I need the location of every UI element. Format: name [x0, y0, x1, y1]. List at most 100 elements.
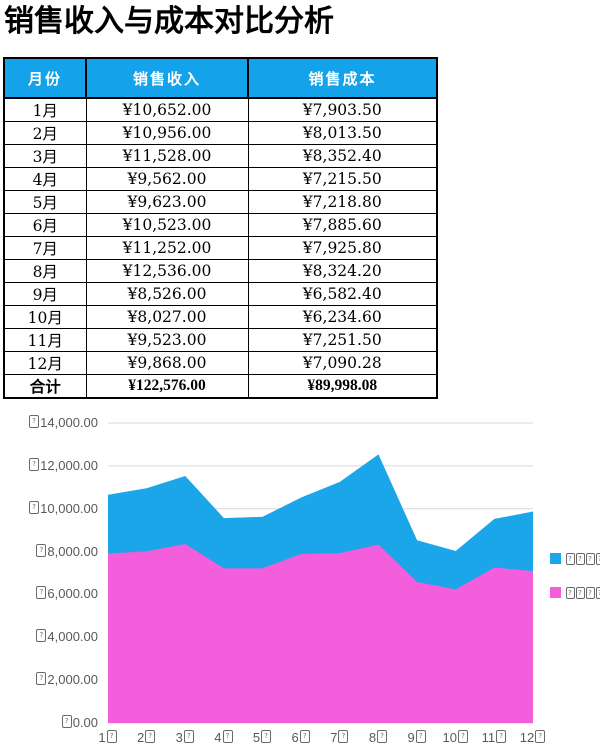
- table-row: 10月 ¥8,027.00 ¥6,234.60: [3, 305, 438, 329]
- missing-glyph-box: [377, 730, 388, 743]
- missing-glyph-box: [595, 586, 600, 599]
- missing-glyph-box: [535, 730, 546, 743]
- total-revenue-cell: ¥122,576.00: [85, 374, 249, 399]
- missing-glyph-box: [29, 415, 40, 428]
- table-row: 9月 ¥8,526.00 ¥6,582.40: [3, 282, 438, 306]
- x-axis-label: 11: [467, 730, 521, 746]
- sales-table: 月份 销售收入 销售成本 1月 ¥10,652.00 ¥7,903.50 2月 ¥10,…: [3, 57, 438, 399]
- missing-glyph-box: [338, 730, 349, 743]
- table-row: 3月 ¥11,528.00 ¥8,352.40: [3, 144, 438, 168]
- missing-glyph-box: [261, 730, 272, 743]
- x-axis-label: 2: [120, 730, 174, 746]
- missing-glyph-box: [36, 543, 47, 557]
- cost-cell: ¥6,582.40: [247, 282, 438, 306]
- missing-glyph-box: [415, 730, 426, 743]
- y-axis-label: 8,000.00: [0, 543, 98, 560]
- page-title: 销售收入与成本对比分析: [4, 5, 334, 38]
- legend: [550, 552, 600, 621]
- missing-glyph-box: [183, 730, 194, 743]
- missing-glyph-box: [145, 730, 156, 743]
- header-month: 月份: [3, 57, 87, 99]
- y-tick-text: 6,000.00: [47, 586, 98, 602]
- month-cell: 12月: [3, 351, 87, 375]
- cost-cell: ¥8,324.20: [247, 259, 438, 283]
- missing-glyph-box: [575, 552, 585, 565]
- table-row: 1月 ¥10,652.00 ¥7,903.50: [3, 97, 438, 122]
- x-axis-label: 9: [390, 730, 444, 746]
- cost-area-series: [108, 544, 533, 723]
- y-axis-label: 2,000.00: [0, 672, 98, 688]
- x-axis-label: 5: [236, 730, 290, 746]
- missing-glyph-box: [575, 586, 585, 599]
- x-tick-text: 12: [519, 730, 535, 745]
- x-axis-label: 10: [429, 730, 483, 746]
- x-axis-label: 4: [197, 730, 251, 746]
- x-tick-text: 8: [368, 730, 377, 745]
- y-tick-text: 0.00: [72, 715, 98, 730]
- month-cell: 2月: [3, 121, 87, 145]
- month-cell: 11月: [3, 328, 87, 352]
- month-cell: 5月: [3, 190, 87, 214]
- cost-cell: ¥7,251.50: [247, 328, 438, 352]
- area-chart-canvas: [108, 422, 533, 724]
- y-tick-text: 2,000.00: [47, 672, 98, 688]
- cost-cell: ¥7,215.50: [247, 167, 438, 191]
- missing-glyph-box: [595, 552, 600, 565]
- y-tick-text: 12,000.00: [40, 457, 98, 473]
- legend-swatch: [550, 587, 561, 598]
- month-cell: 3月: [3, 144, 87, 168]
- x-tick-text: 11: [481, 730, 496, 745]
- month-cell: 1月: [3, 97, 87, 122]
- table-header-row: 月份 销售收入 销售成本: [3, 57, 438, 99]
- y-axis-label: 12,000.00: [0, 457, 98, 474]
- total-month-cell: 合计: [3, 374, 87, 399]
- legend-item-cost: [550, 586, 600, 599]
- y-axis-label: 4,000.00: [0, 629, 98, 645]
- x-tick-text: 6: [291, 730, 299, 745]
- table-row: 5月 ¥9,623.00 ¥7,218.80: [3, 190, 438, 214]
- cost-cell: ¥7,925.80: [247, 236, 438, 260]
- table-row: 2月 ¥10,956.00 ¥8,013.50: [3, 121, 438, 145]
- x-tick-text: 2: [137, 730, 145, 745]
- revenue-cell: ¥10,652.00: [85, 97, 249, 122]
- cost-cell: ¥8,013.50: [247, 121, 438, 145]
- month-cell: 4月: [3, 167, 87, 191]
- missing-glyph-box: [457, 730, 468, 743]
- y-tick-text: 14,000.00: [40, 415, 98, 430]
- missing-glyph-box: [496, 730, 507, 743]
- x-axis-label: 6: [274, 730, 328, 746]
- x-tick-text: 1: [98, 730, 106, 745]
- y-tick-text: 8,000.00: [47, 543, 98, 559]
- x-axis-label: 12: [506, 730, 560, 746]
- cost-cell: ¥7,885.60: [247, 213, 438, 237]
- legend-item-revenue: [550, 552, 600, 565]
- table-row: 7月 ¥11,252.00 ¥7,925.80: [3, 236, 438, 260]
- x-axis-label: 1: [81, 730, 135, 746]
- cost-cell: ¥7,090.28: [247, 351, 438, 375]
- revenue-cell: ¥11,252.00: [85, 236, 249, 260]
- revenue-cell: ¥11,528.00: [85, 144, 249, 168]
- table-total-row: 合计 ¥122,576.00 ¥89,998.08: [3, 374, 438, 399]
- revenue-cell: ¥12,536.00: [85, 259, 249, 283]
- x-tick-text: 10: [442, 730, 457, 745]
- revenue-cell: ¥8,027.00: [85, 305, 249, 329]
- y-axis-label: 14,000.00: [0, 415, 98, 431]
- y-axis-label: 10,000.00: [0, 500, 98, 517]
- missing-glyph-box: [36, 672, 47, 686]
- month-cell: 6月: [3, 213, 87, 237]
- total-cost-cell: ¥89,998.08: [247, 374, 438, 399]
- x-tick-text: 7: [330, 730, 338, 745]
- missing-glyph-box: [565, 552, 575, 565]
- legend-swatch: [550, 553, 561, 564]
- header-cost: 销售成本: [247, 57, 438, 99]
- table-row: 11月 ¥9,523.00 ¥7,251.50: [3, 328, 438, 352]
- cost-cell: ¥7,218.80: [247, 190, 438, 214]
- missing-glyph-box: [61, 715, 72, 728]
- x-tick-text: 9: [407, 730, 415, 745]
- missing-glyph-box: [36, 586, 47, 600]
- x-tick-text: 5: [252, 730, 261, 745]
- missing-glyph-box: [222, 730, 233, 743]
- month-cell: 10月: [3, 305, 87, 329]
- x-axis-label: 7: [313, 730, 367, 746]
